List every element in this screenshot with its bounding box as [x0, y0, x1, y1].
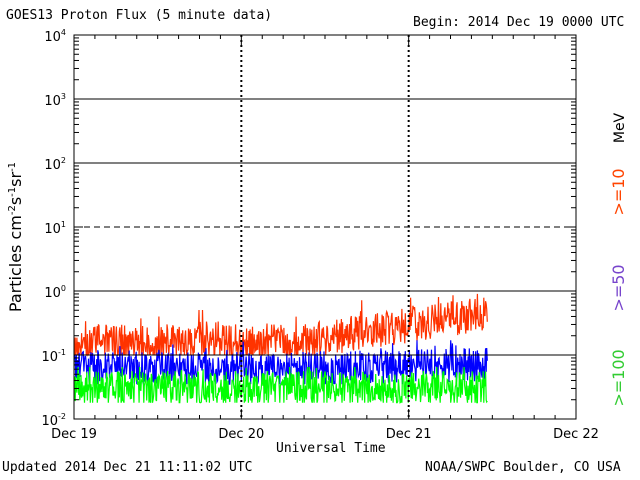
x-axis-title: Universal Time [276, 441, 386, 456]
y-tick-label: 100 [44, 284, 66, 301]
legend-ge10: >=10 [609, 168, 628, 215]
updated-time: Updated 2014 Dec 21 11:11:02 UTC [2, 460, 253, 475]
y-axis-title-sup: -1 [7, 187, 18, 197]
grid-layer [74, 35, 576, 419]
series-line-0 [74, 293, 488, 357]
begin-time: Begin: 2014 Dec 19 0000 UTC [413, 15, 625, 30]
y-axis-title: Particles cm-2s-1sr-1 [6, 162, 25, 312]
y-tick-label: 102 [44, 156, 66, 173]
y-axis-title-sup: -1 [7, 162, 18, 172]
y-axis-title-part: sr [6, 172, 25, 187]
legend-ge50: >=50 [609, 264, 628, 311]
y-tick-label: 101 [44, 220, 66, 237]
credit: NOAA/SWPC Boulder, CO USA [425, 460, 621, 475]
legend-ge100: >=100 [609, 349, 628, 406]
y-axis-title-part: s [6, 197, 25, 205]
y-tick-label: 10-1 [41, 348, 66, 365]
y-axis-title-part: Particles cm [6, 215, 25, 312]
y-axis-title-sup: -2 [7, 205, 18, 215]
series-layer [73, 293, 488, 404]
y-tick-label: 104 [44, 28, 66, 45]
x-tick-label: Dec 19 [51, 427, 97, 442]
x-tick-label: Dec 20 [218, 427, 264, 442]
y-tick-label: 103 [44, 92, 66, 109]
chart-title: GOES13 Proton Flux (5 minute data) [6, 8, 273, 23]
legend-mev: MeV [612, 112, 628, 143]
x-tick-label: Dec 22 [553, 427, 599, 442]
y-tick-label: 10-2 [41, 412, 66, 429]
series-line-2 [73, 366, 488, 404]
x-tick-label: Dec 21 [386, 427, 432, 442]
